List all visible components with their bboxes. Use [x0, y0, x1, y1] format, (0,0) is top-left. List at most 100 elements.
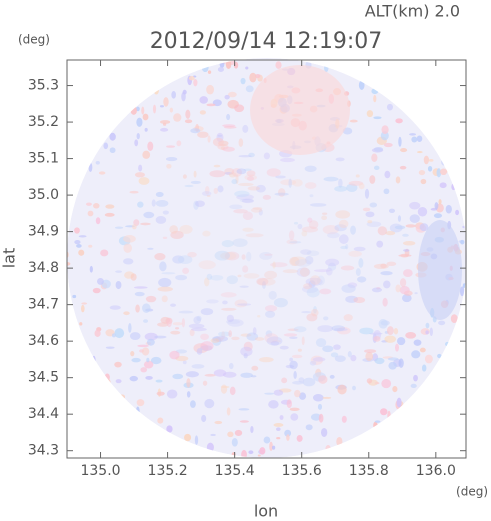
echo-patch — [421, 364, 427, 372]
echo-patch — [134, 291, 145, 297]
echo-patch — [178, 310, 194, 314]
echo-patch — [373, 449, 378, 452]
echo-patch — [246, 170, 256, 177]
echo-patch — [136, 132, 140, 140]
echo-patch — [236, 168, 247, 175]
echo-patch — [271, 445, 276, 450]
echo-patch — [73, 101, 75, 107]
echo-patch — [301, 226, 319, 233]
echo-patch — [175, 274, 188, 281]
echo-patch — [395, 343, 399, 352]
echo-patch — [290, 256, 307, 267]
echo-patch — [398, 136, 402, 147]
echo-patch — [190, 400, 196, 408]
x-tick-label: 135.8 — [349, 463, 389, 479]
echo-patch — [413, 374, 418, 382]
echo-patch — [459, 286, 465, 297]
echo-patch — [270, 262, 288, 268]
echo-patch — [283, 333, 298, 337]
echo-patch — [165, 446, 170, 451]
echo-patch — [172, 373, 184, 380]
echo-patch — [220, 384, 228, 394]
echo-patch — [358, 80, 365, 90]
echo-patch — [423, 422, 427, 428]
x-tick-label: 136.0 — [416, 463, 456, 479]
echo-patch — [135, 304, 140, 313]
echo-patch — [188, 323, 205, 329]
echo-patch — [443, 404, 446, 413]
echo-patch — [373, 116, 382, 120]
echo-patch — [286, 434, 290, 441]
echo-patch — [302, 377, 316, 387]
echo-patch — [217, 185, 224, 193]
echo-patch — [113, 440, 116, 447]
echo-patch — [396, 397, 402, 408]
echo-patch — [219, 60, 225, 69]
echo-patch — [245, 66, 249, 70]
echo-patch — [330, 352, 339, 358]
echo-patch — [386, 261, 397, 267]
echo-patch — [265, 330, 273, 337]
echo-patch — [436, 168, 442, 178]
echo-patch — [438, 441, 442, 446]
echo-patch — [189, 329, 195, 337]
echo-patch — [425, 330, 429, 335]
echo-patch — [371, 153, 378, 162]
echo-patch — [450, 68, 453, 74]
echo-patch — [143, 360, 154, 369]
echo-patch — [281, 377, 288, 384]
echo-patch — [193, 170, 197, 178]
echo-patch — [68, 144, 72, 148]
altitude: ALT(km) 2.0 — [365, 2, 460, 21]
echo-patch — [227, 431, 234, 438]
echo-patch — [71, 72, 75, 77]
echo-patch — [364, 349, 377, 354]
echo-patch — [243, 168, 252, 172]
echo-patch — [262, 194, 272, 200]
echo-patch — [160, 127, 169, 132]
echo-patch — [90, 395, 95, 405]
y-tick-label: 34.3 — [28, 443, 59, 459]
echo-patch — [434, 114, 438, 124]
echo-patch — [292, 179, 303, 187]
echo-patch — [197, 131, 209, 138]
echo-patch — [411, 350, 421, 359]
echo-patch — [280, 157, 295, 163]
echo-patch — [431, 442, 435, 451]
echo-patch — [74, 227, 80, 234]
echo-patch — [70, 379, 74, 384]
echo-patch — [308, 220, 319, 230]
echo-patch — [143, 438, 148, 442]
echo-patch — [100, 72, 102, 81]
echo-patch — [126, 413, 132, 419]
echo-patch — [289, 336, 298, 340]
echo-patch — [112, 444, 114, 451]
echo-patch — [239, 198, 254, 203]
echo-patch — [315, 338, 327, 348]
echo-patch — [358, 182, 365, 190]
echo-patch — [206, 273, 213, 281]
echo-patch — [320, 427, 328, 437]
echo-patch — [386, 326, 394, 336]
echo-patch — [422, 435, 426, 443]
echo-patch — [282, 269, 299, 274]
echo-patch — [150, 356, 162, 365]
echo-patch — [185, 371, 199, 378]
echo-patch — [443, 382, 449, 386]
echo-patch — [193, 343, 209, 354]
echo-patch — [158, 277, 172, 288]
echo-patch — [442, 413, 445, 419]
echo-patch — [83, 59, 93, 69]
echo-patch — [240, 372, 253, 378]
echo-patch — [264, 305, 278, 312]
echo-patch — [110, 80, 113, 85]
echo-patch — [274, 192, 289, 196]
echo-patch — [95, 217, 101, 225]
echo-patch — [78, 235, 87, 238]
echo-patch — [201, 414, 207, 423]
echo-patch — [305, 277, 323, 286]
echo-patch — [72, 430, 74, 435]
echo-patch — [376, 240, 384, 248]
echo-patch — [242, 227, 254, 232]
echo-patch — [416, 405, 422, 415]
